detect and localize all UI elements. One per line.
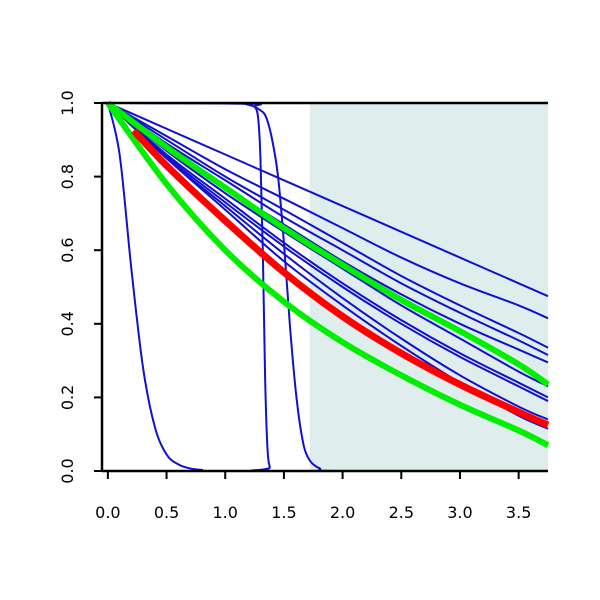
series-line-5 [107, 102, 549, 320]
series-line-16 [131, 128, 550, 429]
y-tick-label: 0.2 [58, 385, 77, 410]
x-tick-label: 3.0 [447, 503, 472, 522]
x-tick-label: 0.0 [95, 503, 120, 522]
series-line-9 [107, 102, 549, 388]
series-line-4 [107, 102, 549, 298]
shaded-region [309, 103, 548, 471]
series-line-11 [107, 102, 549, 402]
x-tick-label: 3.5 [506, 503, 531, 522]
axes: 0.0 0.5 1.0 1.5 2.0 2.5 3.0 3.5 0.0 0.2 0.4 0.6 0.8 1… [58, 90, 548, 522]
y-tick-label: 0.8 [58, 164, 77, 189]
x-tick-label: 0.5 [154, 503, 179, 522]
y-tick-label: 1.0 [58, 90, 77, 115]
series-line-6 [107, 102, 549, 349]
x-tick-label: 2.0 [330, 503, 355, 522]
x-tick-label: 2.5 [389, 503, 414, 522]
x-tick-label: 1.5 [271, 503, 296, 522]
series-line-14 [106, 100, 550, 387]
y-tick-label: 0.4 [58, 311, 77, 336]
series-line-10 [107, 102, 549, 399]
x-tick-label: 1.0 [213, 503, 238, 522]
series-layer [105, 100, 550, 473]
series-line-15 [105, 101, 550, 448]
y-tick-label: 0.6 [58, 237, 77, 262]
series-line-7 [107, 102, 549, 356]
y-tick-label: 0.0 [58, 458, 77, 483]
